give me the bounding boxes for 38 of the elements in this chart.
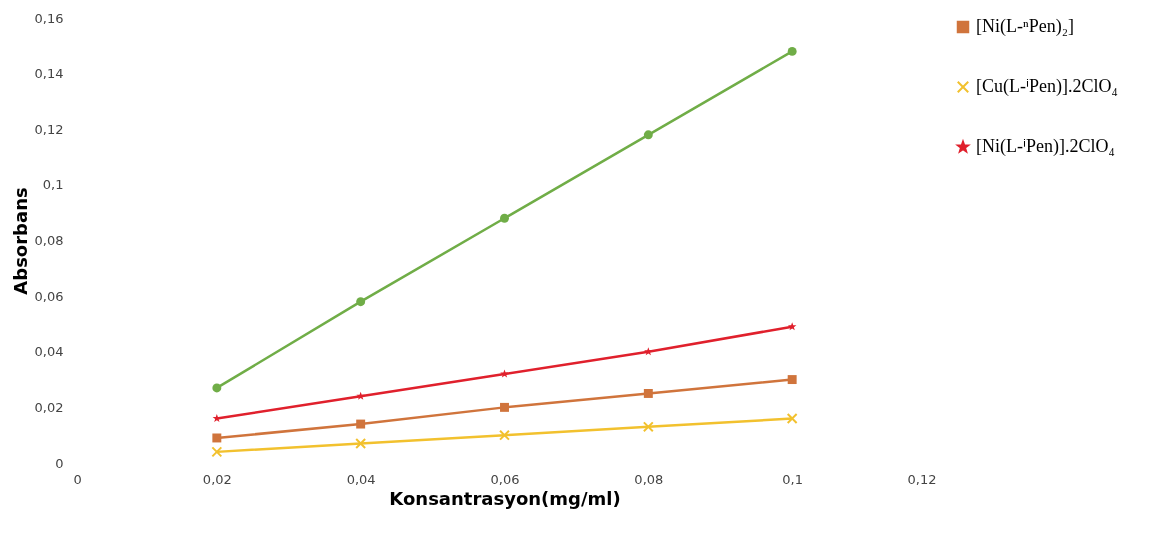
point	[355, 438, 367, 449]
y-tick-label: 0,04	[34, 344, 64, 360]
point	[212, 433, 222, 443]
point	[643, 389, 653, 398]
point	[786, 413, 798, 424]
point	[787, 322, 797, 331]
point	[787, 375, 797, 385]
x-tick-label: 0,02	[202, 471, 232, 487]
point	[211, 446, 223, 458]
y-tick-label: 0,16	[34, 10, 64, 26]
y-tick-label: 0,06	[34, 288, 64, 304]
x-tick-label: 0,12	[907, 471, 937, 487]
y-tick-label: 0	[55, 455, 64, 471]
point	[356, 419, 366, 429]
y-tick-label: 0,1	[42, 177, 64, 193]
point	[500, 213, 509, 223]
legend-label: [Ni(L-ⁱPen)].2ClO₄	[976, 136, 1115, 157]
x-axis-title: Konsantrasyon(mg/ml)	[389, 487, 621, 509]
point	[642, 421, 654, 433]
point	[787, 46, 797, 56]
y-tick-label: 0,02	[34, 399, 64, 415]
point	[356, 297, 366, 307]
legend-label: [Cu(L-ⁱPen)].2ClO₄	[976, 76, 1118, 97]
y-axis-title: Absorbans	[9, 187, 31, 295]
x-tick-label: 0,08	[634, 471, 664, 487]
y-tick-label: 0,08	[34, 233, 64, 248]
x-tick-label: 0,1	[782, 471, 804, 487]
point	[356, 391, 365, 400]
x-tick-label: 0,06	[490, 471, 520, 487]
y-tick-label: 0,12	[34, 121, 64, 137]
legend-label: [Ni(L-ⁿPen)₂]	[976, 16, 1074, 37]
x-tick-label: 0,04	[346, 471, 376, 487]
point	[212, 383, 222, 393]
x-tick-label: 0	[73, 471, 82, 487]
point	[643, 130, 653, 140]
point	[500, 402, 509, 412]
point	[499, 429, 510, 441]
y-tick-label: 0,14	[34, 66, 64, 82]
